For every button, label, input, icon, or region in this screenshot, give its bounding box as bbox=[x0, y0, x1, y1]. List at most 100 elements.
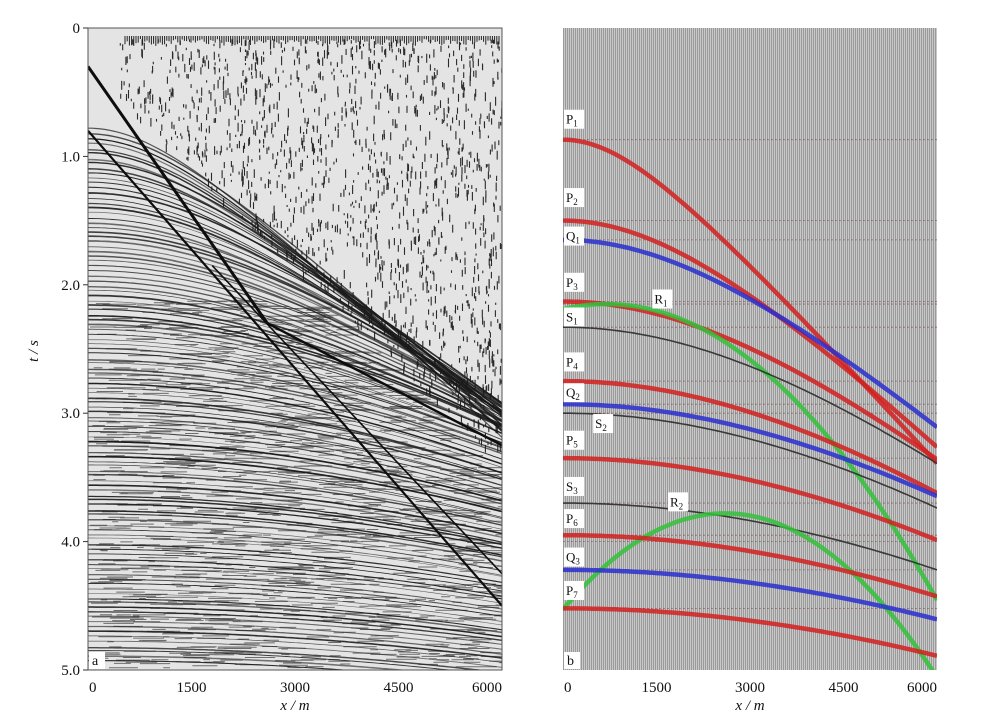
a-reflection bbox=[88, 445, 502, 505]
a-reflection bbox=[88, 495, 502, 543]
b-label-p6: P6 bbox=[566, 511, 578, 528]
a-reflection bbox=[88, 425, 502, 491]
a-reflection bbox=[88, 289, 502, 418]
a-reflection bbox=[88, 534, 502, 576]
b-label-box bbox=[564, 476, 584, 496]
panel-b-x-ticks: 0 1500 3000 4500 6000 bbox=[564, 680, 937, 696]
b-label-box bbox=[652, 289, 673, 309]
a-reflection bbox=[88, 343, 502, 441]
a-reflection bbox=[88, 387, 502, 465]
a-reflection bbox=[88, 382, 502, 465]
a-reflection bbox=[88, 181, 502, 411]
b-x-tick-label: 6000 bbox=[907, 680, 937, 696]
b-label-p2: P2 bbox=[566, 190, 578, 207]
a-reflection bbox=[88, 440, 502, 502]
a-reflection bbox=[88, 275, 502, 414]
a-reflection bbox=[88, 630, 502, 659]
a-reflection bbox=[88, 417, 502, 486]
b-label-p1: P1 bbox=[566, 112, 578, 129]
a-reflection bbox=[88, 211, 502, 407]
a-reflection bbox=[88, 544, 502, 584]
a-linear-event bbox=[88, 129, 502, 607]
a-y-tick-label: 5.0 bbox=[61, 663, 80, 679]
a-reflection bbox=[88, 235, 502, 405]
a-linear-event bbox=[88, 65, 269, 325]
b-label-box bbox=[593, 414, 614, 434]
a-reflection bbox=[88, 401, 502, 474]
a-reflection bbox=[88, 397, 502, 474]
a-reflection bbox=[88, 269, 502, 409]
a-reflection bbox=[88, 588, 502, 622]
a-reflection bbox=[88, 406, 502, 479]
a-reflection bbox=[88, 559, 502, 597]
b-label-r1: R1 bbox=[654, 291, 667, 308]
b-curve-s2 bbox=[563, 412, 937, 509]
b-label-box bbox=[564, 383, 584, 403]
a-y-tick-label: 3.0 bbox=[61, 406, 80, 422]
b-label-box bbox=[564, 580, 584, 600]
a-reflection bbox=[88, 615, 502, 645]
a-y-tick-label: 0 bbox=[73, 21, 81, 37]
b-label-p5: P5 bbox=[566, 433, 578, 450]
a-reflection bbox=[88, 318, 502, 429]
a-reflection bbox=[88, 484, 502, 535]
panel-b-tag-box bbox=[564, 652, 580, 669]
b-curve-p6 bbox=[563, 532, 937, 599]
a-reflection bbox=[88, 646, 485, 670]
a-reflection bbox=[88, 489, 502, 539]
panel-b-modeled-events: P1 P2 Q1 P3 R1 S1 P4 Q2 S2 P5 S3 R2 P6 Q3 P7 0 1500 3000… bbox=[563, 28, 937, 696]
a-reflection bbox=[88, 231, 502, 408]
a-reflection bbox=[88, 606, 502, 638]
b-label-s1: S1 bbox=[566, 309, 578, 326]
a-reflection bbox=[88, 660, 351, 670]
b-label-box bbox=[564, 547, 584, 567]
a-reflection bbox=[88, 574, 502, 610]
b-label-box bbox=[564, 188, 584, 208]
a-linear-event bbox=[266, 322, 502, 447]
b-label-box bbox=[564, 509, 584, 529]
a-reflection bbox=[88, 625, 502, 655]
a-reflection bbox=[88, 498, 502, 546]
b-curve-q3 bbox=[563, 567, 937, 622]
a-linear-event bbox=[211, 264, 502, 575]
a-reflection bbox=[88, 362, 502, 449]
panel-a-x-ticks: 0 1500 3000 4500 6000 bbox=[89, 680, 502, 696]
b-curve-q1 bbox=[563, 237, 937, 429]
b-x-tick-label: 1500 bbox=[642, 680, 672, 696]
panel-a-tag: a bbox=[92, 654, 99, 669]
b-label-p4: P4 bbox=[566, 354, 578, 371]
a-reflection bbox=[88, 315, 502, 427]
a-reflection bbox=[88, 593, 502, 626]
a-reflection bbox=[88, 333, 502, 434]
a-reflection bbox=[88, 352, 502, 444]
b-label-box bbox=[564, 272, 584, 292]
b-x-tick-label: 3000 bbox=[735, 680, 765, 696]
a-reflection bbox=[88, 598, 502, 631]
b-curve-s3 bbox=[563, 502, 937, 571]
a-reflection bbox=[88, 192, 502, 405]
panel-a-events bbox=[88, 65, 502, 670]
a-reflection bbox=[88, 510, 502, 556]
a-reflection bbox=[88, 377, 502, 460]
a-reflection bbox=[88, 464, 502, 520]
a-reflection bbox=[88, 259, 502, 407]
panel-a-seismic-gather: 0 1.0 2.0 3.0 4.0 5.0 0 1500 3000 4500 6000 a bbox=[61, 21, 503, 696]
a-reflection bbox=[88, 601, 502, 634]
a-reflection bbox=[88, 513, 502, 558]
a-reflection bbox=[88, 451, 502, 511]
a-reflection bbox=[88, 611, 502, 641]
a-reflection bbox=[88, 548, 502, 587]
a-reflection bbox=[88, 368, 502, 453]
a-reflection bbox=[88, 635, 502, 663]
a-reflection bbox=[88, 240, 502, 409]
a-x-tick-label: 1500 bbox=[177, 680, 207, 696]
a-reflection bbox=[88, 518, 502, 562]
b-x-tick-label: 4500 bbox=[829, 680, 859, 696]
a-reflection bbox=[88, 218, 502, 403]
a-reflection bbox=[88, 227, 502, 404]
a-reflection bbox=[88, 620, 502, 650]
a-y-tick-label: 1.0 bbox=[61, 149, 80, 165]
panel-a-y-ticks: 0 1.0 2.0 3.0 4.0 5.0 bbox=[61, 21, 88, 679]
b-curve-p7 bbox=[563, 606, 937, 658]
b-label-box bbox=[564, 109, 584, 129]
